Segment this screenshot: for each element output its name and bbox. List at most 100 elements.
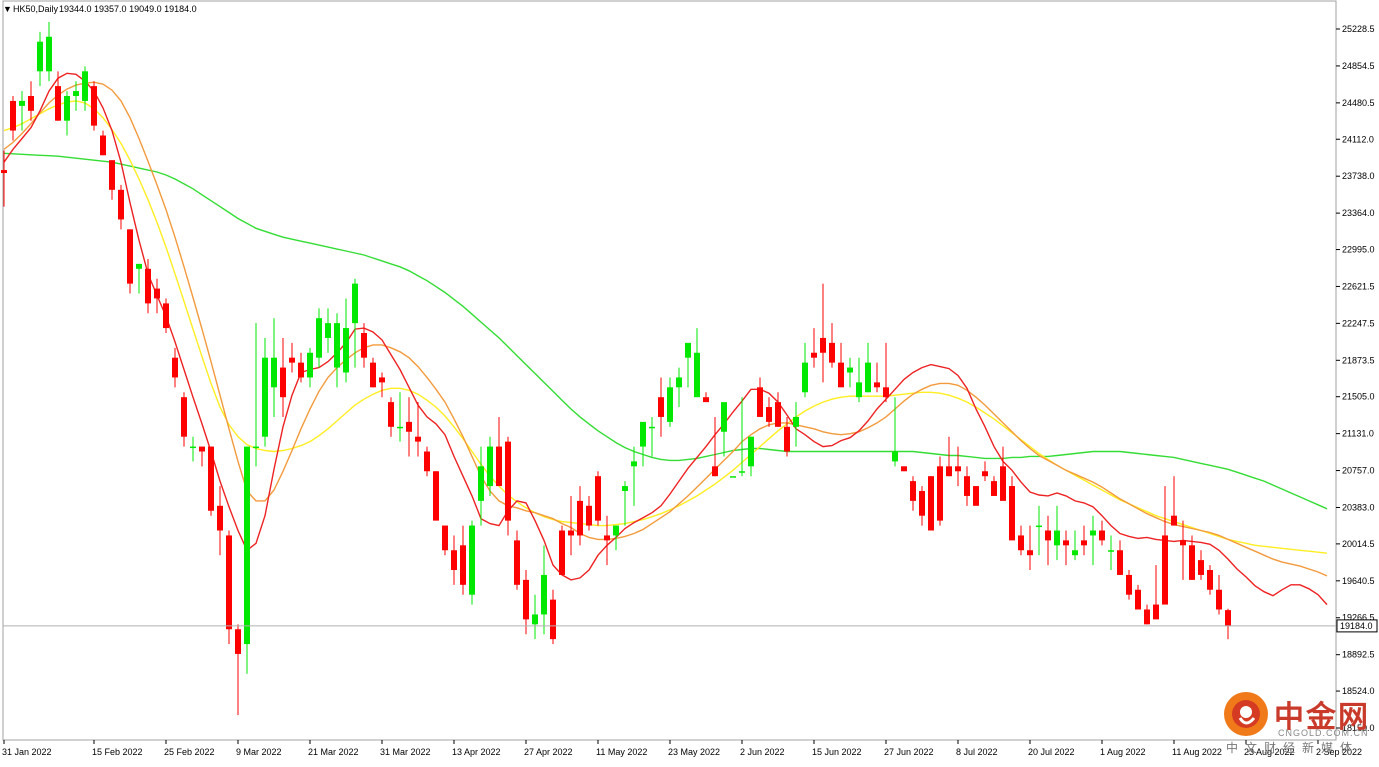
candle [154, 278, 160, 314]
candle-body [910, 481, 916, 501]
candle [424, 446, 430, 477]
last-price-tag: 19184.0 [1336, 619, 1378, 633]
candle-body [766, 407, 772, 422]
candle-body [73, 91, 79, 97]
candle-body [1198, 560, 1204, 575]
y-tick-label: 23364.0 [1342, 208, 1375, 218]
candle [766, 397, 772, 427]
candle-body [928, 476, 934, 531]
candle [10, 96, 16, 141]
candle-body [685, 342, 691, 358]
candle-body [253, 446, 259, 449]
candle [1018, 525, 1024, 556]
candle [100, 130, 106, 156]
candle [1144, 604, 1150, 625]
symbol-label: HK50,Daily [13, 4, 59, 14]
candle [622, 481, 628, 526]
candle-body [433, 471, 439, 521]
x-tick-label: 21 Mar 2022 [308, 747, 359, 757]
candle [46, 21, 52, 82]
candle [1117, 540, 1123, 575]
candle-body [1108, 550, 1114, 552]
collapse-arrow-icon[interactable]: ▼ [3, 4, 12, 14]
candle [514, 530, 520, 590]
candle-body [856, 382, 862, 398]
candle-body [955, 466, 961, 472]
candle-body [919, 491, 925, 516]
y-tick-label: 22621.5 [1342, 281, 1375, 291]
x-tick-label: 27 Jun 2022 [884, 747, 934, 757]
candle-body [379, 377, 385, 383]
candle-body [1072, 550, 1078, 556]
candle-body [649, 426, 655, 429]
candle [946, 436, 952, 477]
candle [406, 397, 412, 457]
candle-body [406, 421, 412, 432]
ma-fast-line [3, 72, 1328, 606]
y-tick-label: 20014.5 [1342, 539, 1375, 549]
candle [559, 525, 565, 575]
candle [1036, 505, 1042, 556]
x-tick-label: 20 Jul 2022 [1028, 747, 1075, 757]
candle-body [244, 446, 250, 645]
candle-body [64, 96, 70, 121]
candle-body [451, 550, 457, 571]
candle [163, 298, 169, 334]
candle [118, 184, 124, 230]
candle-body [532, 614, 538, 625]
candle-body [370, 362, 376, 388]
candle-body [1144, 609, 1150, 625]
candle [82, 66, 88, 111]
candle-body [181, 397, 187, 437]
candle [550, 589, 556, 645]
candle [568, 495, 574, 556]
candle [955, 446, 961, 487]
candle-body [1216, 589, 1222, 610]
candle-body [838, 362, 844, 388]
candle-body [757, 387, 763, 417]
candle [991, 476, 997, 496]
candle [847, 357, 853, 388]
candle [1171, 476, 1177, 526]
candle-body [298, 362, 304, 378]
candle [919, 486, 925, 526]
watermark-url: CNGOLD.COM.CN [1278, 728, 1369, 738]
candle [298, 352, 304, 383]
candle [1180, 520, 1186, 580]
x-tick-label: 23 May 2022 [668, 747, 720, 757]
candle [1162, 486, 1168, 605]
candle-body [352, 283, 358, 324]
candle-body [883, 387, 889, 398]
candle [973, 486, 979, 506]
candle [127, 229, 133, 294]
candle-body [19, 100, 25, 106]
candle-body [775, 402, 781, 427]
candle [190, 436, 196, 462]
candle [217, 486, 223, 556]
candle [523, 570, 529, 635]
candle-body [523, 579, 529, 620]
x-tick-label: 25 Feb 2022 [164, 747, 215, 757]
candle [820, 283, 826, 383]
x-tick-label: 8 Jul 2022 [956, 747, 998, 757]
candle-body [271, 357, 277, 388]
y-tick-label: 18150.0 [1342, 723, 1375, 733]
ohlc-readout: 19344.0 19357.0 19049.0 19184.0 [59, 4, 197, 14]
candle [316, 308, 322, 368]
candle [604, 515, 610, 566]
candle-body [1027, 550, 1033, 556]
candle [478, 446, 484, 526]
candle [19, 91, 25, 131]
candle-body [1162, 535, 1168, 605]
time-axis: 31 Jan 2022 15 Feb 2022 25 Feb 2022 9 Mar 2… [2, 740, 1362, 757]
candle-body [190, 446, 196, 449]
candle [55, 71, 61, 121]
candle [226, 530, 232, 645]
x-tick-label: 27 Apr 2022 [524, 747, 573, 757]
candle-body [316, 318, 322, 358]
candle-body [109, 160, 115, 190]
candle-body [1135, 589, 1141, 610]
y-tick-label: 18892.5 [1342, 650, 1375, 660]
